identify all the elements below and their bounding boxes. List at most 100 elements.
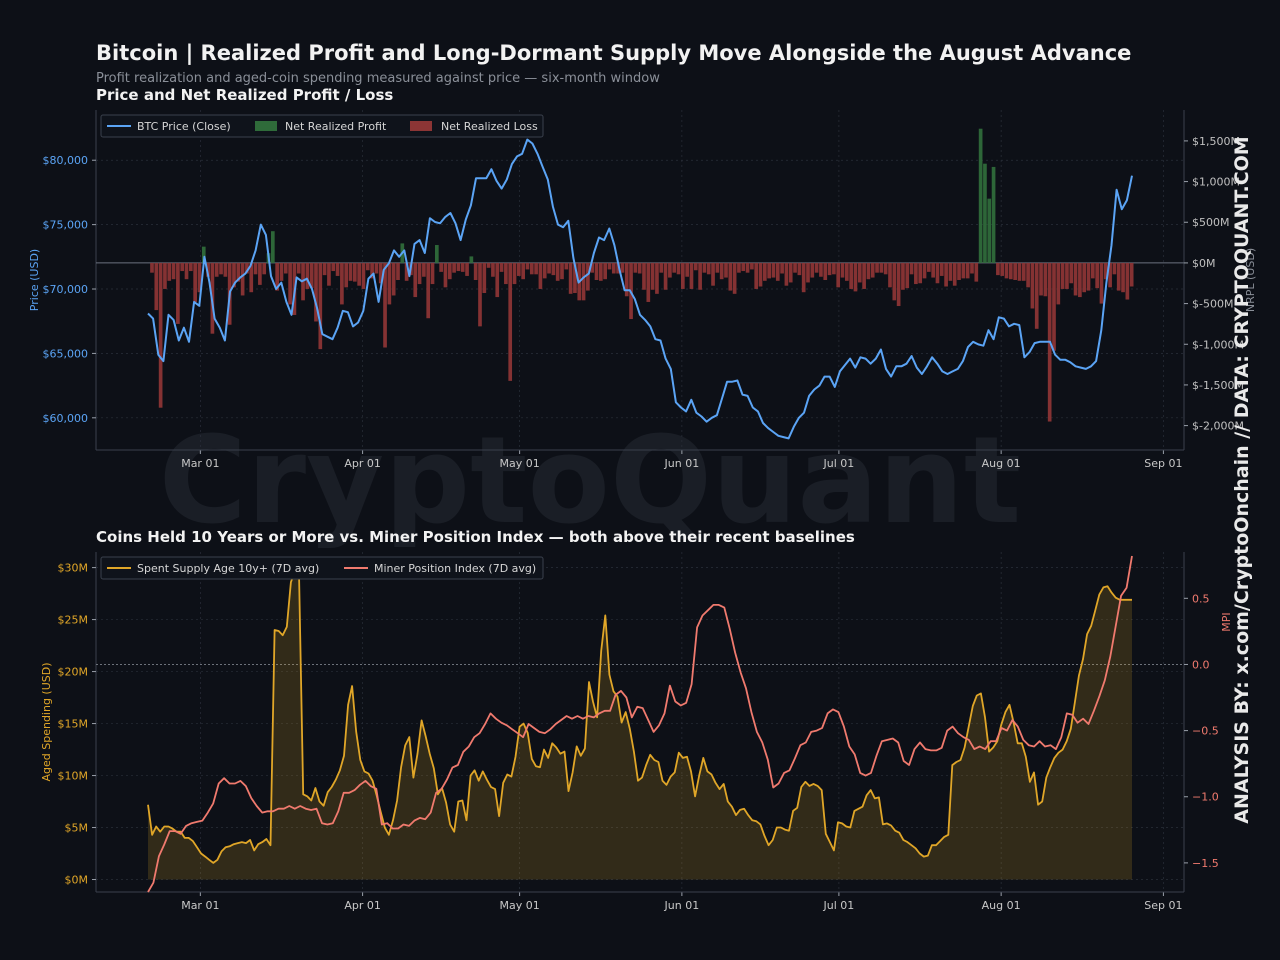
nrpl-loss-bar (655, 262, 659, 294)
p1-ytick-label: $75,000 (43, 219, 89, 232)
p2-y2label: MPI (1220, 612, 1233, 631)
nrpl-loss-bar (771, 262, 776, 278)
nrpl-loss-bar (965, 262, 970, 279)
nrpl-loss-bar (952, 262, 957, 286)
nrpl-profit-bar (271, 231, 275, 263)
p1-ytick-label: $70,000 (43, 283, 89, 296)
nrpl-loss-bar (236, 262, 241, 282)
nrpl-loss-bar (788, 262, 793, 283)
nrpl-profit-bar (201, 246, 206, 263)
nrpl-loss-bar (819, 262, 823, 277)
nrpl-loss-bar (970, 262, 974, 274)
nrpl-loss-bar (719, 262, 724, 280)
nrpl-loss-bar (611, 262, 616, 274)
p1-xtick-label: Jul 01 (823, 457, 855, 470)
nrpl-loss-bar (167, 262, 172, 281)
nrpl-loss-bar (922, 262, 927, 279)
nrpl-profit-bar (469, 256, 474, 263)
nrpl-profit-bar (983, 163, 987, 263)
nrpl-loss-bar (1125, 262, 1130, 300)
nrpl-loss-bar (728, 262, 733, 291)
nrpl-loss-bar (896, 262, 901, 307)
nrpl-loss-bar (823, 262, 828, 280)
nrpl-loss-bar (335, 262, 340, 276)
nrpl-loss-bar (1108, 262, 1112, 288)
nrpl-loss-bar (806, 262, 810, 283)
nrpl-loss-bar (258, 262, 262, 285)
nrpl-loss-bar (853, 262, 858, 292)
nrpl-loss-bar (1056, 262, 1061, 305)
nrpl-loss-bar (189, 262, 193, 272)
nrpl-loss-bar (827, 262, 832, 276)
nrpl-loss-bar (322, 262, 327, 276)
nrpl-loss-bar (154, 262, 159, 311)
aged-spending-area (148, 570, 1132, 880)
nrpl-loss-bar (857, 262, 862, 283)
nrpl-loss-bar (793, 262, 797, 273)
nrpl-loss-bar (663, 262, 668, 290)
nrpl-loss-bar (909, 262, 914, 275)
nrpl-loss-bar (840, 262, 845, 278)
nrpl-loss-bar (689, 262, 694, 289)
nrpl-loss-bar (935, 262, 940, 284)
legend-loss-label: Net Realized Loss (441, 120, 538, 133)
nrpl-loss-bar (305, 262, 310, 289)
nrpl-loss-bar (495, 262, 500, 298)
nrpl-loss-bar (486, 262, 491, 268)
nrpl-loss-bar (456, 262, 461, 272)
nrpl-loss-bar (624, 262, 629, 297)
nrpl-loss-bar (866, 262, 871, 280)
nrpl-loss-bar (1017, 262, 1022, 281)
nrpl-loss-bar (724, 262, 728, 278)
nrpl-loss-bar (262, 262, 267, 275)
nrpl-loss-bar (1095, 262, 1099, 289)
legend-aged-label: Spent Supply Age 10y+ (7D avg) (137, 562, 319, 575)
nrpl-loss-bar (814, 262, 819, 273)
p1-ytick-label: $65,000 (43, 347, 89, 360)
nrpl-loss-bar (836, 262, 841, 288)
nrpl-loss-bar (1004, 262, 1009, 279)
nrpl-loss-bar (642, 262, 646, 290)
nrpl-loss-bar (1000, 262, 1005, 276)
nrpl-loss-bar (650, 262, 655, 290)
p1-xtick-label: Sep 01 (1144, 457, 1182, 470)
nrpl-loss-bar (948, 262, 953, 281)
nrpl-loss-bar (944, 262, 948, 287)
nrpl-loss-bar (378, 262, 383, 284)
p2-xtick-label: Mar 01 (181, 899, 219, 912)
nrpl-loss-bar (439, 262, 443, 272)
p2-ytick-label: $30M (58, 562, 89, 575)
nrpl-loss-bar (529, 262, 534, 275)
nrpl-profit-bar (435, 245, 439, 263)
nrpl-loss-bar (901, 262, 905, 290)
nrpl-loss-bar (1116, 262, 1121, 291)
nrpl-loss-bar (504, 262, 508, 285)
nrpl-loss-bar (849, 262, 853, 289)
legend-price-label: BTC Price (Close) (137, 120, 231, 133)
p1-ylabel: Price (USD) (28, 249, 41, 311)
p2-ylabel: Aged Spending (USD) (40, 662, 53, 781)
nrpl-loss-bar (862, 262, 866, 289)
p1-y2tick-label: $1,500M (1192, 135, 1240, 148)
aged-mpi-panel: Mar 01 Apr 01 May 01 Jun 01 Jul 01 Aug 01 Sep … (40, 552, 1233, 912)
panel-1-title: Price and Net Realized Profit / Loss (96, 86, 393, 104)
p1-xtick-label: Mar 01 (181, 457, 219, 470)
p1-y2tick-label: $-1,500M (1192, 379, 1244, 392)
nrpl-loss-bar (163, 262, 167, 289)
p1-legend: BTC Price (Close) Net Realized Profit Net … (100, 114, 544, 138)
nrpl-loss-bar (659, 262, 664, 273)
nrpl-loss-bar (1091, 262, 1095, 279)
nrpl-loss-bar (672, 262, 677, 273)
nrpl-loss-bar (357, 262, 361, 286)
nrpl-loss-bar (581, 262, 586, 301)
nrpl-loss-bar (180, 262, 185, 272)
nrpl-loss-bar (1069, 262, 1074, 284)
nrpl-loss-bar (275, 262, 279, 291)
nrpl-loss-bar (732, 262, 737, 294)
nrpl-loss-bar (715, 262, 720, 273)
nrpl-loss-bar (482, 262, 487, 294)
nrpl-loss-bar (447, 262, 452, 280)
nrpl-loss-bar (214, 262, 219, 277)
nrpl-loss-bar (754, 262, 759, 289)
nrpl-loss-bar (512, 262, 517, 285)
